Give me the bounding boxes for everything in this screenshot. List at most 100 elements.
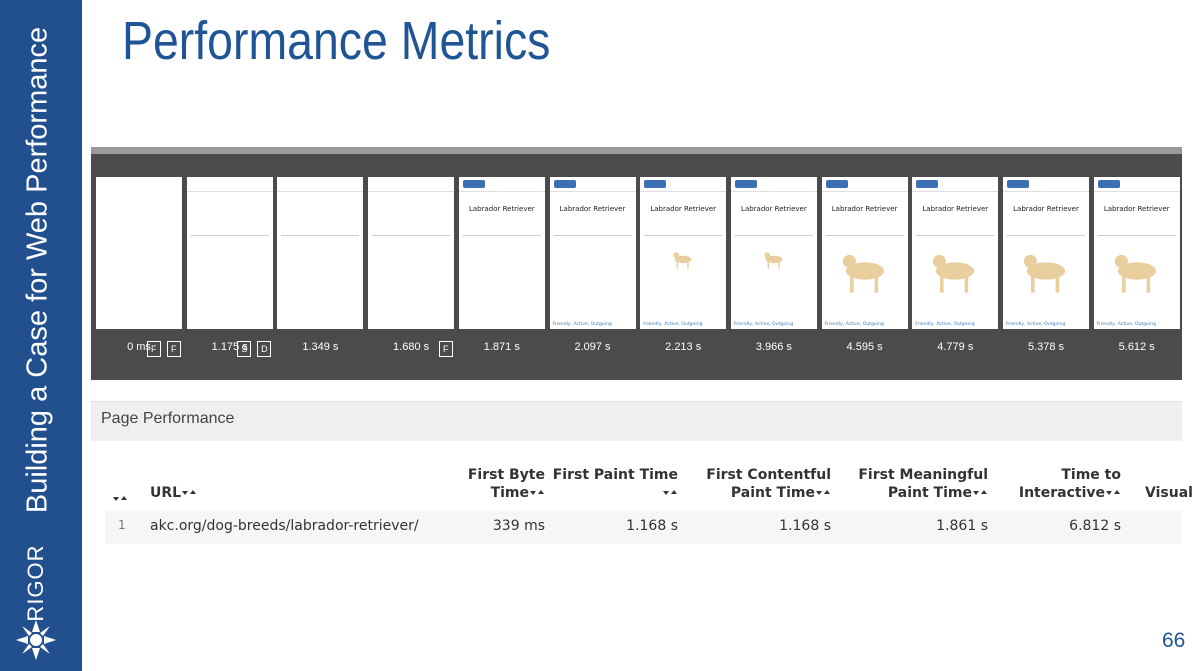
thumb-title: Labrador Retriever — [922, 205, 989, 213]
thumb-line — [281, 235, 360, 236]
sort-icon[interactable] — [815, 489, 831, 497]
thumb-line — [734, 235, 813, 236]
thumb-line — [553, 235, 632, 236]
thumb-header — [640, 177, 727, 192]
frame-time: 4.595 s — [846, 341, 883, 353]
column-header-text: URL — [150, 484, 197, 502]
frame-thumbnail: Labrador Retriever Friendly, Active, Outg… — [1003, 177, 1089, 329]
frame-time: 1.175 s — [211, 341, 248, 353]
table-cell: 1.168 s — [779, 518, 831, 534]
column-label: Time to Interactive — [1018, 467, 1121, 501]
column-header[interactable]: First Contentful Paint Time — [701, 460, 831, 502]
column-header-text: First Paint Time — [548, 466, 678, 502]
thumb-title: Labrador Retriever — [650, 205, 717, 213]
logo-text: RIGOR — [23, 544, 48, 622]
sort-icon[interactable] — [529, 489, 545, 497]
thumb-title: Labrador Retriever — [1013, 205, 1079, 213]
table-cell: akc.org/dog-breeds/labrador-retriever/ — [150, 518, 419, 534]
thumb-dog — [933, 254, 975, 293]
thumb-logo — [734, 180, 757, 188]
column-label: First Paint Time — [552, 467, 678, 483]
thumb-header — [368, 177, 455, 192]
page-number: 66 — [1162, 629, 1186, 652]
thumb-dog — [842, 254, 884, 293]
slide-title: Performance Metrics — [122, 11, 551, 71]
column-label: URL — [150, 485, 182, 501]
thumb-header — [277, 177, 364, 192]
frame-thumbnail — [96, 177, 182, 329]
thumb-line — [190, 235, 269, 236]
thumb-title: Labrador Retriever — [741, 205, 807, 213]
frame-time: 0 ms — [127, 341, 151, 353]
column-label: First Meaningful Paint Time — [858, 467, 988, 501]
thumb-tagline: Friendly, Active, Outgoing — [1096, 322, 1157, 327]
table-cell: 1.168 s — [626, 518, 678, 534]
frame-time: 5.378 s — [1027, 341, 1065, 353]
sort-icon[interactable] — [662, 489, 678, 497]
frame-time: 1.871 s — [483, 341, 520, 353]
thumb-header — [1003, 177, 1089, 192]
frame-time: 3.966 s — [755, 341, 792, 353]
thumb-dog — [764, 252, 783, 269]
column-label: First Contentful Paint Time — [706, 467, 831, 501]
thumb-tagline: Friendly, Active, Outgoing — [552, 322, 612, 327]
thumb-header — [730, 177, 817, 192]
column-label: Visual — [1145, 485, 1193, 501]
column-header[interactable]: Visual — [1145, 460, 1200, 502]
frame-thumbnail: Labrador Retriever Friendly, Active, Outg… — [821, 177, 908, 329]
thumb-dog — [1114, 254, 1156, 293]
table-cell: 339 ms — [492, 518, 545, 534]
logo-mark — [16, 620, 56, 660]
frame-thumbnail: Labrador Retriever Friendly, Active, Outg… — [1093, 177, 1180, 329]
thumb-tagline: Friendly, Active, Outgoing — [915, 322, 975, 327]
thumb-logo — [825, 180, 848, 188]
thumb-logo — [1007, 180, 1029, 188]
table-row — [105, 510, 1182, 544]
thumb-header — [821, 177, 908, 192]
sidebar-title: Building a Case for Web Performance — [21, 26, 54, 514]
column-header[interactable]: Time to Interactive — [1011, 460, 1121, 502]
frame-time: 1.349 s — [302, 341, 339, 353]
panel-header — [91, 401, 1182, 441]
sort-icon[interactable] — [972, 489, 988, 497]
sort-icon[interactable] — [1105, 489, 1121, 497]
thumb-tagline: Friendly, Active, Outgoing — [643, 322, 703, 327]
column-header[interactable]: URL — [150, 460, 270, 502]
thumb-title: Labrador Retriever — [831, 205, 898, 213]
thumb-line — [1097, 235, 1176, 236]
frame-time: 2.097 s — [574, 341, 611, 353]
thumb-line — [462, 235, 541, 236]
thumb-dog — [1023, 254, 1066, 293]
frame-thumbnail: Labrador Retriever — [458, 177, 545, 329]
column-header-text: First Meaningful Paint Time — [848, 466, 988, 502]
frame-time: 4.779 s — [937, 341, 974, 353]
thumb-header — [186, 177, 273, 192]
column-header-text: Time to Interactive — [1011, 466, 1121, 502]
thumb-tagline: Friendly, Active, Outgoing — [1006, 322, 1066, 327]
frame-thumbnail — [186, 177, 273, 329]
column-header[interactable]: First Meaningful Paint Time — [848, 460, 988, 502]
frame-thumbnail — [368, 177, 455, 329]
column-header-text: Visual — [1145, 484, 1193, 502]
thumb-title: Labrador Retriever — [559, 205, 626, 213]
frame-marker: S — [237, 341, 252, 357]
thumb-tagline: Friendly, Active, Outgoing — [824, 322, 884, 327]
frame-marker: F — [166, 341, 181, 357]
column-label: First Byte Time — [467, 467, 545, 501]
thumb-header — [549, 177, 636, 192]
thumb-dog — [673, 252, 692, 269]
column-header[interactable]: First Byte Time — [425, 460, 545, 502]
thumb-line — [916, 235, 995, 236]
filmstrip-toolbar — [91, 147, 1182, 154]
sort-icon[interactable] — [181, 489, 197, 497]
sort-icon[interactable] — [112, 495, 128, 503]
thumb-line — [1007, 235, 1085, 236]
table-cell: 1.861 s — [936, 518, 988, 534]
thumb-header — [912, 177, 999, 192]
sidebar — [0, 0, 82, 671]
frame-thumbnail: Labrador Retriever Friendly, Active, Outg… — [912, 177, 999, 329]
thumb-logo — [1097, 180, 1120, 188]
column-header[interactable]: First Paint Time — [548, 460, 678, 502]
frame-thumbnail: Labrador Retriever Friendly, Active, Outg… — [640, 177, 727, 329]
